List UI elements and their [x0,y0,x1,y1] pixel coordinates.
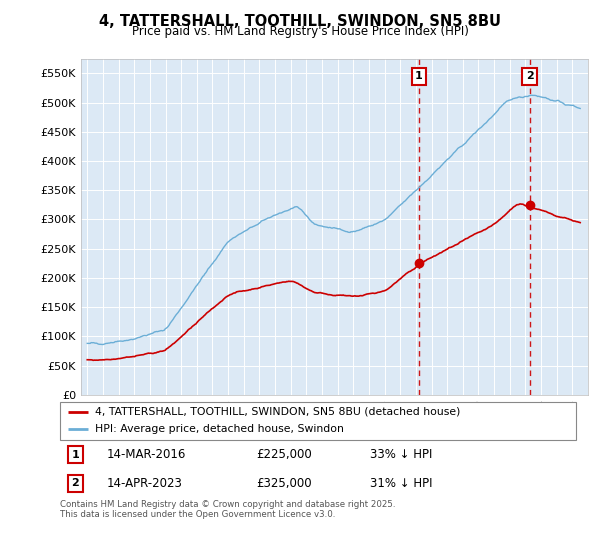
Text: 14-MAR-2016: 14-MAR-2016 [106,448,186,461]
Text: £325,000: £325,000 [256,477,312,490]
Text: 31% ↓ HPI: 31% ↓ HPI [370,477,432,490]
Text: HPI: Average price, detached house, Swindon: HPI: Average price, detached house, Swin… [95,424,344,435]
Text: 1: 1 [415,71,423,81]
Text: 4, TATTERSHALL, TOOTHILL, SWINDON, SN5 8BU: 4, TATTERSHALL, TOOTHILL, SWINDON, SN5 8… [99,14,501,29]
Text: 4, TATTERSHALL, TOOTHILL, SWINDON, SN5 8BU (detached house): 4, TATTERSHALL, TOOTHILL, SWINDON, SN5 8… [95,407,460,417]
Text: 33% ↓ HPI: 33% ↓ HPI [370,448,432,461]
Text: 1: 1 [71,450,79,460]
Text: Price paid vs. HM Land Registry's House Price Index (HPI): Price paid vs. HM Land Registry's House … [131,25,469,38]
Text: 2: 2 [526,71,533,81]
Text: 14-APR-2023: 14-APR-2023 [106,477,182,490]
Text: Contains HM Land Registry data © Crown copyright and database right 2025.
This d: Contains HM Land Registry data © Crown c… [60,500,395,519]
Text: 2: 2 [71,478,79,488]
Text: £225,000: £225,000 [256,448,312,461]
